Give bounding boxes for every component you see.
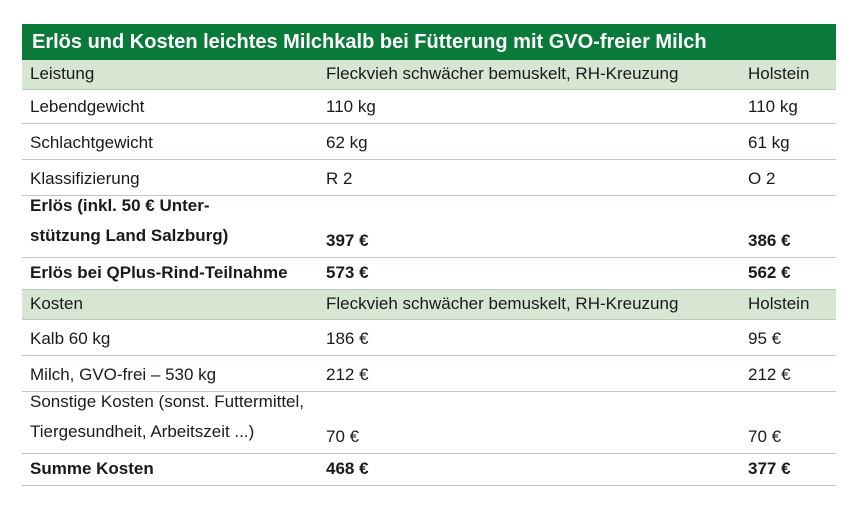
row-value-holstein: 386 €: [748, 231, 791, 250]
row-label: Milch, GVO-frei – 530 kg: [30, 365, 217, 384]
row-value-fleckvieh: 573 €: [326, 263, 369, 282]
header-col-fleckvieh: Fleckvieh schwächer bemuskelt, RH-Kreuzu…: [326, 64, 679, 83]
table-header-costs: Kosten Fleckvieh schwächer bemuskelt, RH…: [22, 290, 836, 320]
row-value-holstein: 70 €: [748, 427, 782, 446]
header-col-holstein: Holstein: [748, 64, 810, 83]
row-label-line2: stützung Land Salzburg): [30, 226, 229, 245]
row-value-fleckvieh: 397 €: [326, 231, 369, 250]
row-label: Lebendgewicht: [30, 97, 145, 116]
row-value-holstein: 61 kg: [748, 133, 790, 152]
table-row-revenue-qplus: Erlös bei QPlus-Rind-Teilnahme 573 € 562…: [22, 258, 836, 290]
row-label: Erlös (inkl. 50 € Unter- stützung Land S…: [30, 191, 228, 251]
cost-revenue-table: Erlös und Kosten leichtes Milchkalb bei …: [22, 24, 836, 486]
row-value-fleckvieh: 212 €: [326, 365, 369, 384]
table-row-revenue: Erlös (inkl. 50 € Unter- stützung Land S…: [22, 196, 836, 258]
header-col-holstein: Holstein: [748, 294, 810, 313]
row-label: Kalb 60 kg: [30, 329, 111, 348]
header-col-category: Kosten: [30, 294, 83, 313]
header-col-category: Leistung: [30, 64, 95, 83]
table-row: Lebendgewicht 110 kg 110 kg: [22, 90, 836, 124]
row-label-line1: Erlös (inkl. 50 € Unter-: [30, 196, 210, 215]
table-title: Erlös und Kosten leichtes Milchkalb bei …: [22, 24, 836, 60]
header-col-fleckvieh: Fleckvieh schwächer bemuskelt, RH-Kreuzu…: [326, 294, 679, 313]
table-row: Milch, GVO-frei – 530 kg 212 € 212 €: [22, 356, 836, 392]
row-value-fleckvieh: 110 kg: [326, 97, 376, 116]
row-label: Sonstige Kosten (sonst. Futtermittel, Ti…: [30, 387, 304, 447]
row-value-holstein: 377 €: [748, 459, 791, 478]
table-row: Kalb 60 kg 186 € 95 €: [22, 320, 836, 356]
table-row: Sonstige Kosten (sonst. Futtermittel, Ti…: [22, 392, 836, 454]
row-value-holstein: 95 €: [748, 329, 782, 348]
row-value-fleckvieh: R 2: [326, 169, 353, 188]
table-row: Schlachtgewicht 62 kg 61 kg: [22, 124, 836, 160]
row-value-holstein: 110 kg: [748, 97, 798, 116]
table-row: Klassifizierung R 2 O 2: [22, 160, 836, 196]
row-value-holstein: O 2: [748, 169, 776, 188]
row-label: Schlachtgewicht: [30, 133, 153, 152]
row-label: Erlös bei QPlus-Rind-Teilnahme: [30, 263, 288, 282]
row-value-fleckvieh: 186 €: [326, 329, 369, 348]
row-value-holstein: 212 €: [748, 365, 791, 384]
row-value-fleckvieh: 62 kg: [326, 133, 368, 152]
table-row-total: Summe Kosten 468 € 377 €: [22, 454, 836, 486]
row-label: Klassifizierung: [30, 169, 140, 188]
table-header-revenue: Leistung Fleckvieh schwächer bemuskelt, …: [22, 60, 836, 90]
row-label-line2: Tiergesundheit, Arbeitszeit ...): [30, 422, 255, 441]
row-label: Summe Kosten: [30, 459, 154, 478]
row-value-fleckvieh: 70 €: [326, 427, 360, 446]
row-value-fleckvieh: 468 €: [326, 459, 369, 478]
row-label-line1: Sonstige Kosten (sonst. Futtermittel,: [30, 392, 305, 411]
row-value-holstein: 562 €: [748, 263, 791, 282]
